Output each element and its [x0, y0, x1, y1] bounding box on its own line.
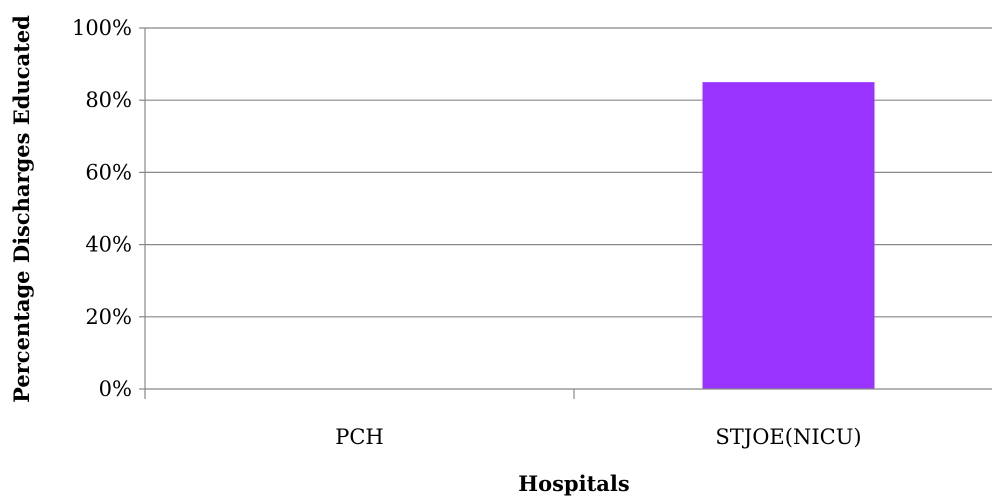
x-axis-title: Hospitals	[518, 471, 629, 496]
y-tick-label: 60%	[85, 160, 132, 184]
axes	[139, 27, 992, 399]
tick-labels: 0% 20% 40% 60% 80% 100% PCH STJOE(NICU)	[72, 16, 862, 449]
y-tick-label: 40%	[85, 233, 132, 257]
y-axis-title: Percentage Discharges Educated	[9, 15, 34, 403]
x-tick-label: STJOE(NICU)	[715, 425, 861, 449]
y-tick-label: 0%	[99, 377, 132, 401]
y-tick-label: 100%	[72, 16, 132, 40]
x-tick-label: PCH	[335, 425, 384, 449]
y-tick-label: 80%	[85, 88, 132, 112]
bar-stjoe-nicu	[702, 82, 875, 390]
y-tick-label: 20%	[85, 305, 132, 329]
bars	[702, 82, 875, 390]
